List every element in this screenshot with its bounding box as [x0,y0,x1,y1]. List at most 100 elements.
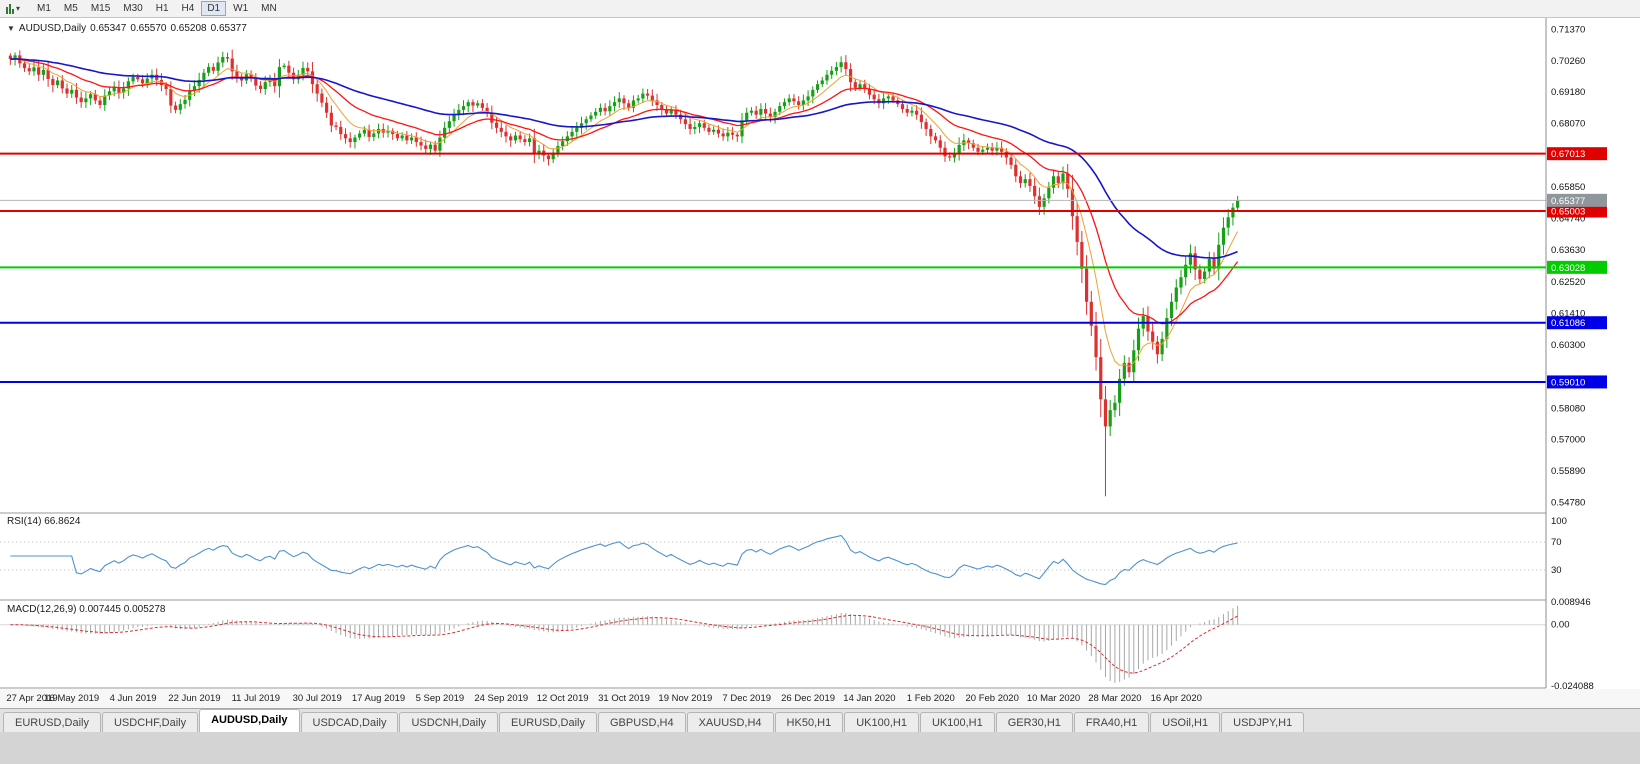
candle-body [225,57,230,59]
tab-4-USDCNH-Daily[interactable]: USDCNH,Daily [399,712,499,732]
tab-14-USDJPY-H1[interactable]: USDJPY,H1 [1221,712,1305,732]
tab-11-GER30-H1[interactable]: GER30,H1 [995,712,1073,732]
rsi-line [10,534,1238,586]
candle-body [693,126,697,129]
timeframe-button-H1[interactable]: H1 [155,3,169,14]
candle-body [570,131,574,137]
timeframe-button-D1[interactable]: D1 [201,1,227,16]
chart-menu-icon[interactable]: ▼ [7,24,15,33]
candle-body [1094,325,1098,358]
tab-9-UK100-H1[interactable]: UK100,H1 [844,712,919,732]
candle-body [688,124,692,129]
candle-body [461,106,466,110]
candle-body [650,95,654,101]
macd-axis-label: 0.008946 [1551,597,1591,608]
candle-body [1122,362,1126,379]
candle-body [905,108,909,113]
timeframe-button-M5[interactable]: M5 [63,3,78,14]
candle-body [249,74,253,79]
candle-body [1047,187,1051,199]
candle-body [1118,378,1122,403]
candle-body [79,97,83,103]
window-bottom-strip [0,732,1640,764]
candle-body [414,137,418,143]
timeframe-button-M1[interactable]: M1 [37,3,51,14]
candle-body [556,146,560,153]
candle-body [1056,176,1060,184]
tab-2-AUDUSD-Daily[interactable]: AUDUSD,Daily [199,709,300,732]
candle-body [112,87,116,92]
candle-body [674,109,678,115]
candle-body [268,79,272,83]
candle-body [608,106,612,112]
candle-body [1037,196,1041,207]
timeframe-button-MN[interactable]: MN [261,3,277,14]
timeframe-button-M30[interactable]: M30 [123,3,143,14]
chevron-down-icon: ▾ [16,3,21,13]
tab-10-UK100-H1[interactable]: UK100,H1 [919,712,995,732]
candle-body [853,82,857,88]
tab-12-FRA40-H1[interactable]: FRA40,H1 [1073,712,1150,732]
candle-body [806,96,810,101]
tab-5-EURUSD-Daily[interactable]: EURUSD,Daily [499,712,597,732]
chart-canvas[interactable]: 0.71370 0.70260 0.69180 0.68070 0.65850 0.647… [0,18,1640,708]
candle-body [948,156,952,158]
candle-body [622,98,626,104]
candle-body [263,82,267,90]
time-axis[interactable] [0,689,1640,708]
tab-3-USDCAD-Daily[interactable]: USDCAD,Daily [300,712,399,732]
candle-body [315,84,319,94]
candle-body [867,89,872,95]
chart-area[interactable]: 0.71370 0.70260 0.69180 0.68070 0.65850 0.647… [0,18,1640,708]
candle-body [37,67,41,75]
tab-8-HK50-H1[interactable]: HK50,H1 [774,712,844,732]
price-axis-label: 0.70260 [1551,56,1585,67]
date-label: 31 Oct 2019 [598,693,650,704]
timeframe-button-W1[interactable]: W1 [233,3,249,14]
price-axis[interactable] [1546,18,1640,708]
chart-type-dropdown-icon[interactable]: ▾ [3,3,23,15]
price-axis-label: 0.69180 [1551,87,1585,98]
candle-body [872,94,876,100]
candle-body [211,67,215,71]
candle-body [466,102,470,107]
candle-body [801,100,805,105]
candle-body [98,100,102,105]
price-axis-label: 0.55890 [1551,466,1585,477]
candle-body [480,103,484,108]
date-label: 26 Dec 2019 [781,693,835,704]
candle-body [409,137,414,141]
candle-body [1188,253,1193,265]
candle-body [834,67,839,71]
candle-body [924,122,928,129]
candle-body [1103,399,1108,427]
candle-body [636,98,640,101]
tab-13-USOil-H1[interactable]: USOil,H1 [1150,712,1221,732]
tab-0-EURUSD-Daily[interactable]: EURUSD,Daily [3,712,101,732]
candle-body [1151,331,1155,342]
candle-body [339,126,343,135]
candle-body [126,81,130,89]
rsi-axis-label: 30 [1551,565,1562,576]
candle-body [981,149,985,152]
timeframe-button-H4[interactable]: H4 [181,3,195,14]
candle-body [915,110,919,115]
tab-1-USDCHF-Daily[interactable]: USDCHF,Daily [101,712,199,732]
candle-body [424,145,428,149]
macd-indicator-label: MACD(12,26,9) 0.007445 0.005278 [7,604,166,615]
candle-body [84,98,88,103]
candle-body [815,84,820,90]
candle-body [1198,269,1202,279]
price-axis-label: 0.62520 [1551,277,1585,288]
timeframe-button-M15[interactable]: M15 [90,3,111,14]
candle-body [1165,318,1169,339]
candle-body [334,125,338,127]
tab-7-XAUUSD-H4[interactable]: XAUUSD,H4 [686,712,774,732]
ma-line-20 [10,58,1239,325]
candle-body [13,55,17,60]
chart-ohlc-header: ▼ AUDUSD,Daily 0.65347 0.65570 0.65208 0.6537… [7,23,251,34]
candle-body [1207,259,1211,272]
candle-body [485,107,489,113]
macd-axis-label: 0.00 [1551,620,1570,631]
tab-6-GBPUSD-H4[interactable]: GBPUSD,H4 [598,712,686,732]
